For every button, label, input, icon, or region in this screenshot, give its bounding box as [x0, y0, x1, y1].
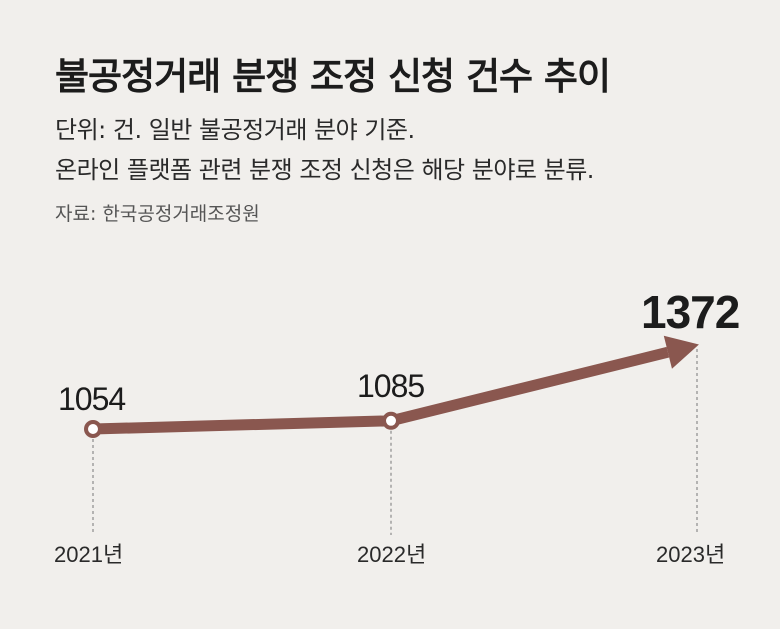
chart-subtitle-note: 온라인 플랫폼 관련 분쟁 조정 신청은 해당 분야로 분류. — [55, 156, 594, 184]
x-tick-label-2: 2022년 — [357, 542, 426, 567]
series-arrow-head — [663, 335, 699, 369]
chart-title: 불공정거래 분쟁 조정 신청 건수 추이 — [55, 55, 611, 98]
chart-source: 자료: 한국공정거래조정원 — [55, 203, 260, 225]
chart-subtitle-unit: 단위: 건. 일반 불공정거래 분야 기준. — [55, 116, 415, 144]
data-label-1: 1054 — [58, 381, 125, 417]
data-label-2: 1085 — [357, 368, 424, 404]
x-tick-label-1: 2021년 — [54, 542, 123, 567]
data-point-2 — [382, 411, 400, 430]
data-point-1 — [84, 420, 102, 438]
x-tick-label-3: 2023년 — [656, 542, 725, 567]
data-label-3: 1372 — [641, 286, 739, 338]
